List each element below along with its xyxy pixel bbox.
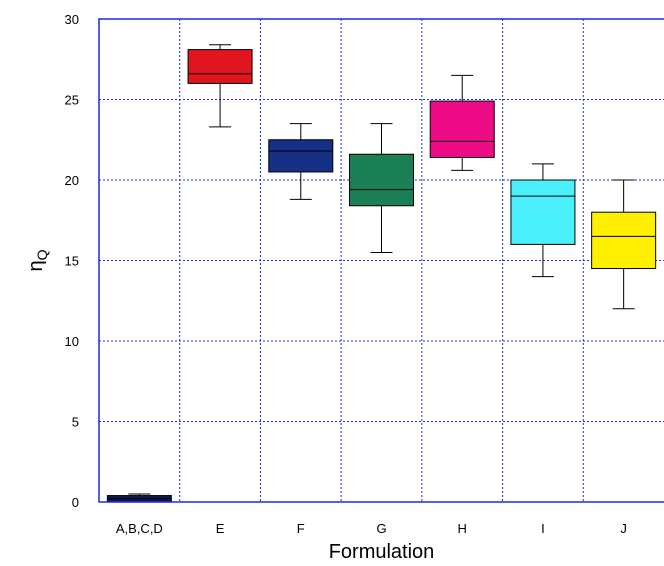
plot-area-frame xyxy=(98,18,664,503)
box-body xyxy=(591,211,657,270)
x-tick-label: G xyxy=(376,521,386,536)
x-tick-label: F xyxy=(297,521,305,536)
grid-layer xyxy=(99,19,664,502)
x-tick-label: E xyxy=(216,521,225,536)
box-body xyxy=(510,179,576,245)
box-group xyxy=(429,74,495,171)
y-axis-title-main: η xyxy=(25,260,47,271)
x-tick-label: A,B,C,D xyxy=(116,521,163,536)
box-body xyxy=(268,139,334,173)
x-tick-label: H xyxy=(458,521,467,536)
y-tick-label: 30 xyxy=(65,12,79,27)
y-tick-label: 10 xyxy=(65,334,79,349)
y-tick-label: 0 xyxy=(72,495,79,510)
box-group xyxy=(591,179,657,310)
x-tick-label: I xyxy=(541,521,545,536)
y-tick-label: 25 xyxy=(65,93,79,108)
y-tick-label: 15 xyxy=(65,254,79,269)
y-tick-labels: 0 5 10 15 20 25 30 xyxy=(65,12,79,510)
x-axis-title: Formulation xyxy=(329,541,435,563)
box-body xyxy=(187,49,253,84)
box-layer xyxy=(106,44,657,503)
x-tick-label: J xyxy=(620,521,627,536)
x-tick-labels: A,B,C,D E F G H I J xyxy=(116,521,627,536)
box-group xyxy=(349,123,414,253)
y-tick-label: 5 xyxy=(72,415,79,430)
box-body xyxy=(429,100,495,158)
box-group xyxy=(187,44,253,128)
box-group xyxy=(268,123,334,200)
y-axis-title: ηQ xyxy=(25,249,50,271)
y-tick-label: 20 xyxy=(65,173,79,188)
y-axis-title-subscript: Q xyxy=(34,249,50,260)
box-group xyxy=(106,493,172,503)
box-body xyxy=(349,153,414,207)
box-group xyxy=(510,163,576,278)
